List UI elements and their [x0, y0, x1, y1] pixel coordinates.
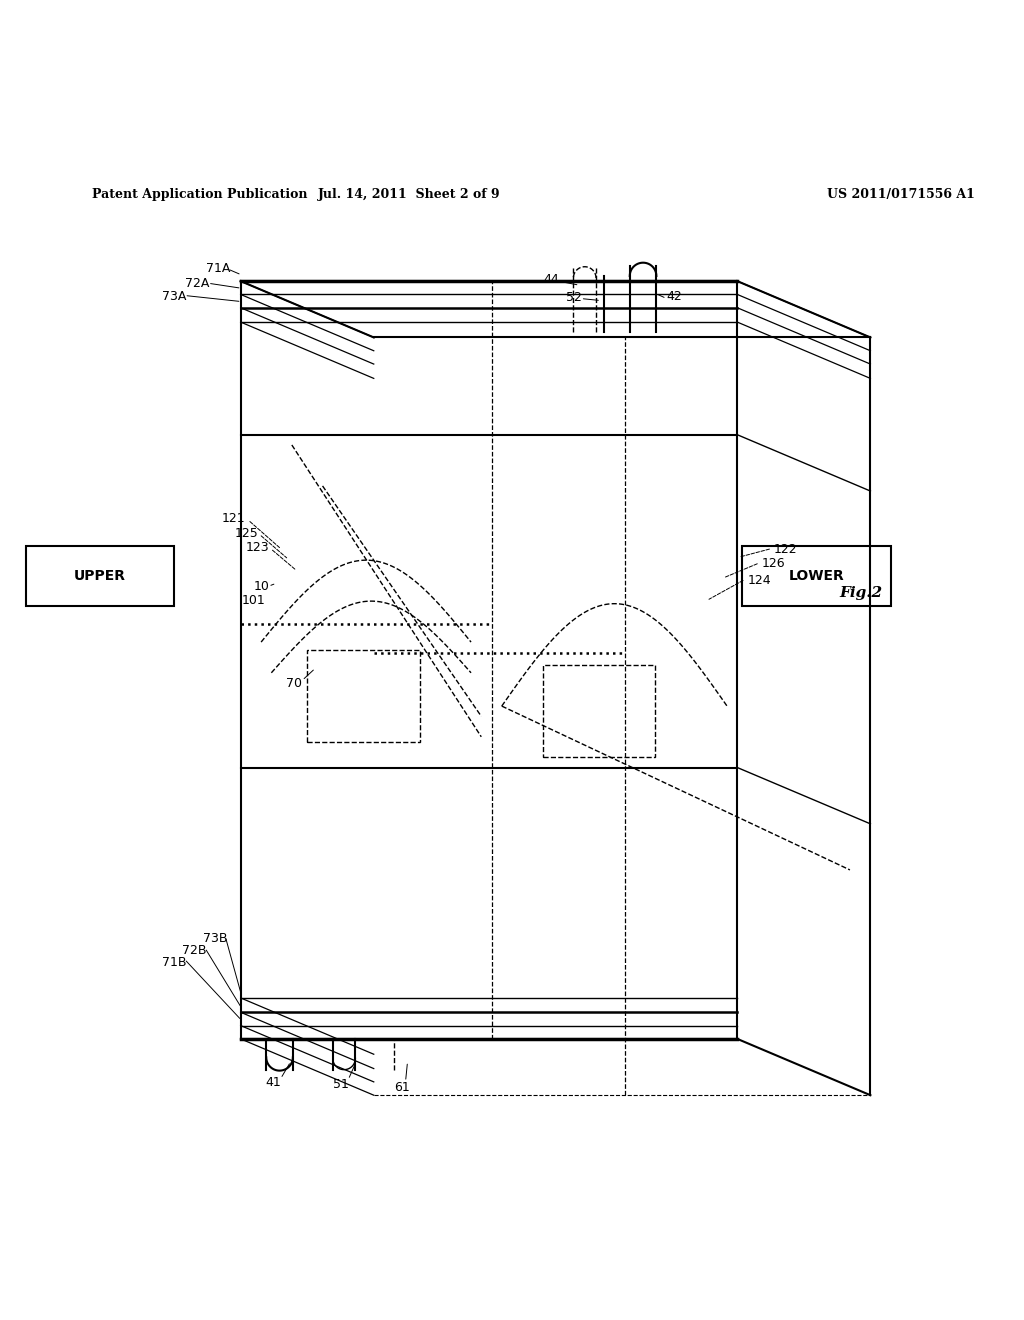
Text: Jul. 14, 2011  Sheet 2 of 9: Jul. 14, 2011 Sheet 2 of 9 — [318, 187, 501, 201]
Text: 42: 42 — [666, 290, 682, 304]
Text: 123: 123 — [246, 541, 269, 554]
Text: 126: 126 — [762, 557, 785, 570]
Text: 72B: 72B — [182, 944, 207, 957]
Text: Fig.2: Fig.2 — [840, 586, 883, 601]
Text: 72A: 72A — [185, 277, 210, 289]
Text: Patent Application Publication: Patent Application Publication — [92, 187, 307, 201]
Text: 71A: 71A — [206, 263, 230, 276]
Text: 73A: 73A — [162, 290, 186, 304]
Text: 70: 70 — [286, 677, 302, 690]
Text: 51: 51 — [333, 1078, 349, 1092]
Text: LOWER: LOWER — [788, 569, 844, 583]
Text: 52: 52 — [565, 290, 582, 304]
Text: 10: 10 — [253, 579, 269, 593]
Text: 121: 121 — [222, 512, 246, 525]
Text: US 2011/0171556 A1: US 2011/0171556 A1 — [827, 187, 975, 201]
Text: 124: 124 — [748, 574, 771, 586]
FancyBboxPatch shape — [742, 546, 891, 606]
Text: 61: 61 — [394, 1081, 411, 1093]
Text: 122: 122 — [774, 543, 798, 556]
Text: 101: 101 — [242, 594, 266, 607]
Text: 125: 125 — [234, 527, 258, 540]
Text: 73B: 73B — [203, 932, 227, 945]
FancyBboxPatch shape — [26, 546, 174, 606]
Text: 41: 41 — [265, 1076, 282, 1089]
Text: 71B: 71B — [162, 956, 186, 969]
Text: UPPER: UPPER — [74, 569, 125, 583]
Text: 44: 44 — [543, 272, 559, 285]
